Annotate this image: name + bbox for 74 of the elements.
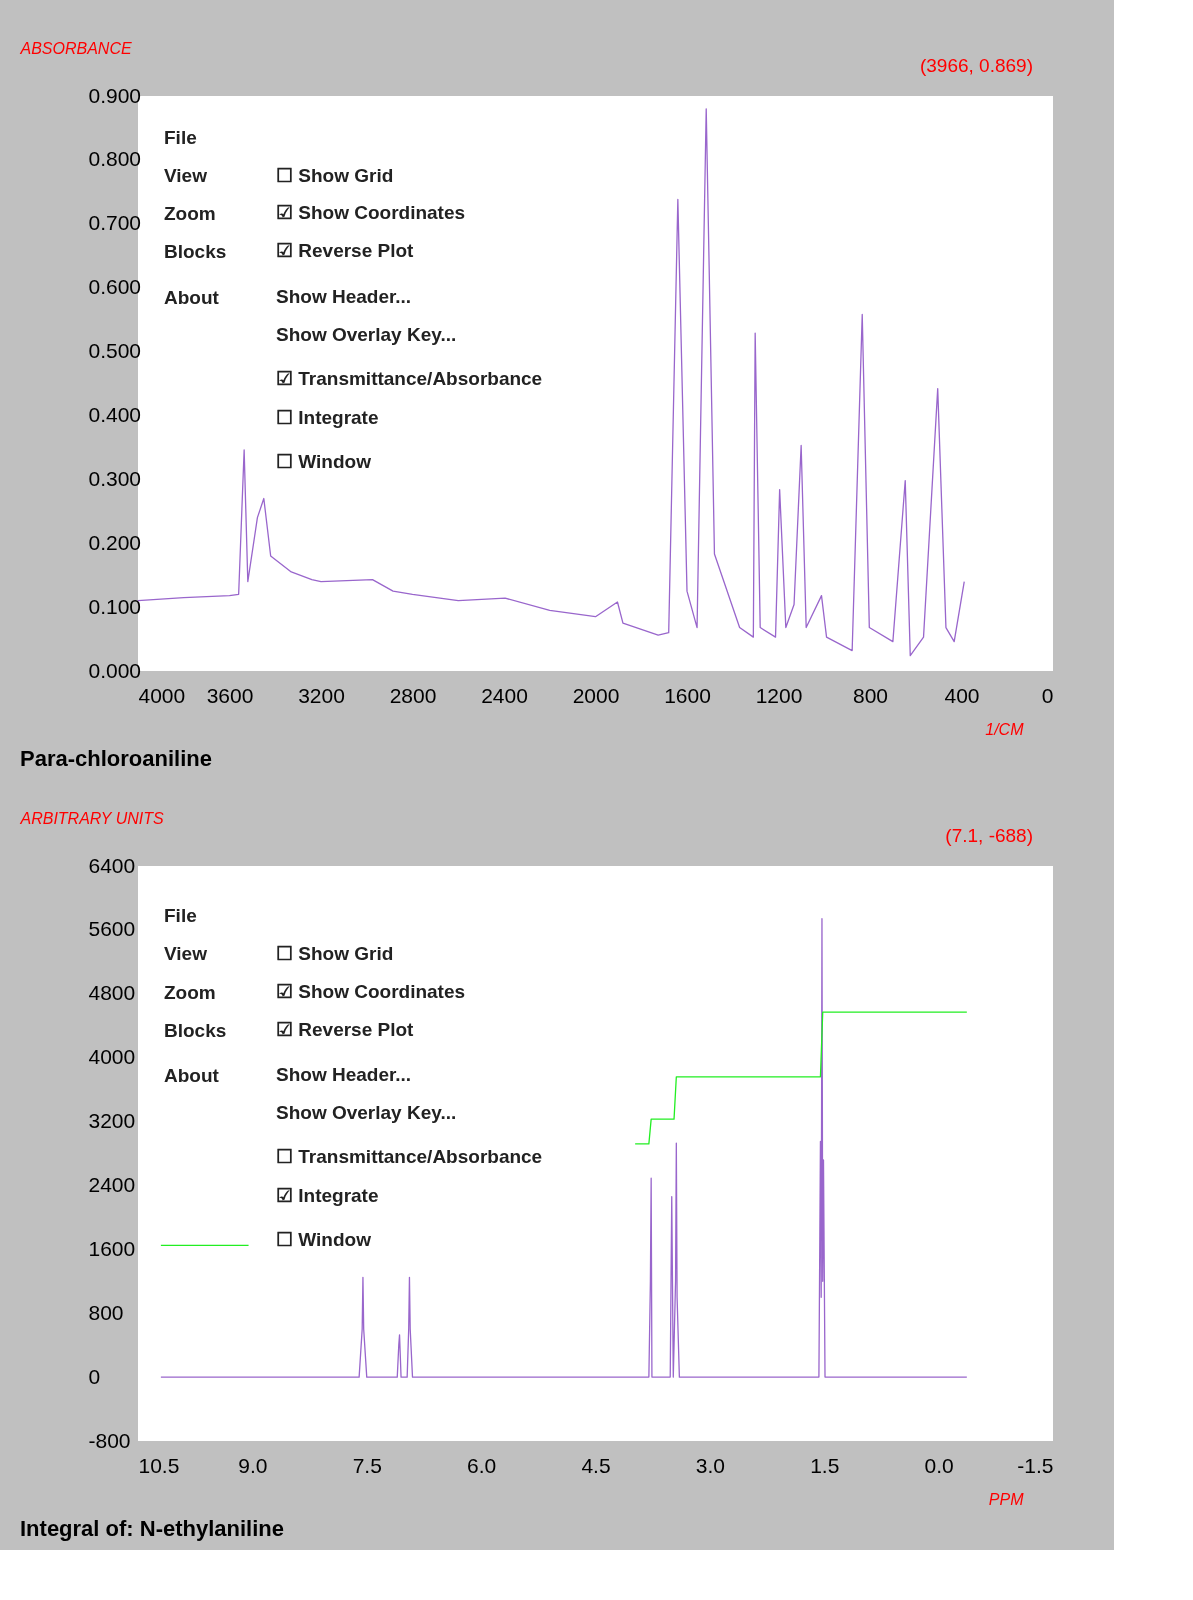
y-tick-label: -800 xyxy=(88,1428,131,1452)
x-tick-label: 3200 xyxy=(298,683,345,707)
y-tick-label: 6400 xyxy=(88,853,136,877)
x-tick-label: 1600 xyxy=(664,683,711,707)
annotation: Show Overlay Key... xyxy=(276,1101,457,1123)
y-axis-title: ABSORBANCE xyxy=(19,39,132,57)
x-tick-label: 0 xyxy=(1041,683,1054,707)
x-tick-label: 400 xyxy=(944,683,980,707)
y-tick-label: 0.700 xyxy=(88,211,142,235)
annotation: View xyxy=(164,942,208,964)
x-tick-label: 1200 xyxy=(755,683,803,707)
y-tick-label: 0.000 xyxy=(88,658,142,682)
x-tick-label: 2800 xyxy=(389,683,437,707)
annotation: Blocks xyxy=(164,241,227,263)
annotation: Show Overlay Key... xyxy=(276,323,457,345)
x-tick-label: 1.5 xyxy=(810,1453,840,1477)
y-tick-label: 0.900 xyxy=(88,83,142,107)
x-tick-label: 6.0 xyxy=(467,1453,497,1477)
x-tick-label: 4.5 xyxy=(581,1453,611,1477)
text: (7.1, -688) xyxy=(945,825,1033,846)
y-tick-label: 0.600 xyxy=(88,275,142,299)
annotation: ☑ Show Coordinates xyxy=(276,202,466,224)
y-tick-label: 800 xyxy=(88,1300,124,1324)
y-tick-label: 5600 xyxy=(88,917,136,941)
annotation: ☑ Reverse Plot xyxy=(276,1018,415,1040)
annotation: ☐ Integrate xyxy=(276,406,379,428)
annotation: ☐ Show Grid xyxy=(276,164,394,186)
annotation: ☑ Transmittance/Absorbance xyxy=(276,367,543,389)
annotation: ☑ Show Coordinates xyxy=(276,980,466,1002)
text: (3966, 0.869) xyxy=(919,55,1033,76)
annotation: Blocks xyxy=(164,1019,227,1041)
x-tick-label: 7.5 xyxy=(352,1453,382,1477)
x-tick-label: 800 xyxy=(852,683,889,707)
x-tick-label: 2400 xyxy=(481,683,528,707)
annotation: ☑ Integrate xyxy=(276,1185,379,1207)
annotation: ☐ Window xyxy=(276,1229,372,1251)
x-tick-label: 3.0 xyxy=(695,1453,725,1477)
x-tick-label: 2000 xyxy=(572,683,620,707)
y-tick-label: 0.500 xyxy=(88,339,142,363)
x-tick-label: 9.0 xyxy=(238,1453,268,1477)
text: Para-chloroaniline xyxy=(20,746,212,771)
y-tick-label: 3200 xyxy=(88,1109,136,1133)
text: Integral of: N-ethylaniline xyxy=(20,1516,285,1541)
annotation: Show Header... xyxy=(276,285,412,307)
annotation: ☐ Transmittance/Absorbance xyxy=(276,1146,543,1168)
annotation: ☑ Reverse Plot xyxy=(276,240,415,262)
y-tick-label: 1600 xyxy=(88,1236,136,1260)
annotation: Zoom xyxy=(164,203,216,225)
x-tick-label: 10.5 xyxy=(138,1453,180,1477)
x-axis-title: PPM xyxy=(988,1490,1025,1508)
x-tick-label: 0.0 xyxy=(924,1453,954,1477)
annotation: View xyxy=(164,164,208,186)
annotation: File xyxy=(164,126,197,148)
y-tick-label: 2400 xyxy=(88,1172,136,1196)
annotation: File xyxy=(164,904,197,926)
annotation: About xyxy=(164,286,220,308)
y-tick-label: 4000 xyxy=(88,1045,136,1069)
annotation: Zoom xyxy=(164,981,216,1003)
x-axis-title: 1/CM xyxy=(985,720,1025,738)
annotation: ☐ Show Grid xyxy=(276,942,394,964)
y-tick-label: 4800 xyxy=(88,981,136,1005)
y-tick-label: 0.200 xyxy=(88,530,142,554)
annotation: Show Header... xyxy=(276,1063,412,1085)
annotation: About xyxy=(164,1064,220,1086)
y-tick-label: 0.300 xyxy=(88,466,142,490)
y-tick-label: 0 xyxy=(88,1364,101,1388)
annotation: ☐ Window xyxy=(276,451,372,473)
x-tick-label: -1.5 xyxy=(1017,1453,1054,1477)
y-axis-title: ARBITRARY UNITS xyxy=(19,809,164,827)
y-tick-label: 0.100 xyxy=(88,594,142,618)
x-tick-label: 4000 xyxy=(138,683,186,707)
y-tick-label: 0.800 xyxy=(88,147,142,171)
y-tick-label: 0.400 xyxy=(88,402,142,426)
x-tick-label: 3600 xyxy=(206,683,254,707)
